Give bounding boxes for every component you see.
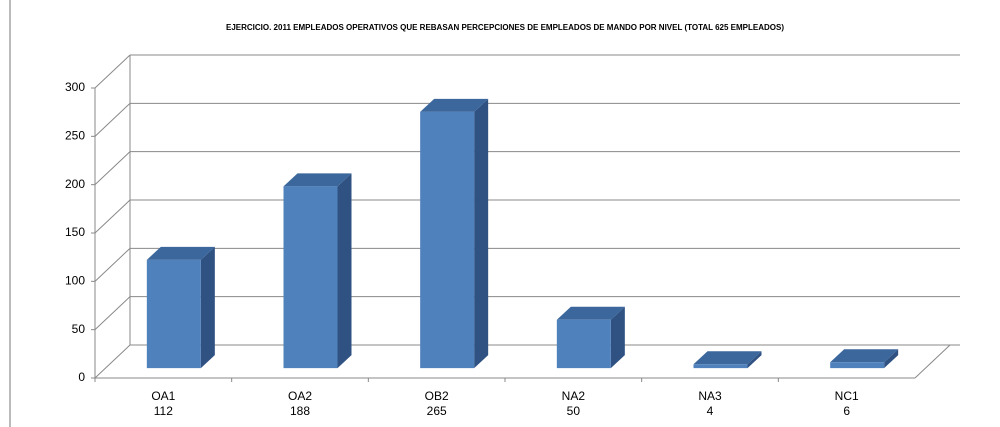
value-label: 188	[290, 404, 310, 418]
value-label: 112	[154, 404, 173, 418]
grid-line	[94, 54, 131, 89]
bar	[556, 306, 625, 369]
bar-face	[420, 111, 475, 369]
bar-face	[830, 362, 885, 369]
grid-line	[94, 296, 131, 331]
value-label: 4	[707, 404, 714, 418]
x-tick-label: OA2	[288, 389, 312, 403]
y-tick-label: 100	[65, 274, 85, 288]
y-tick-label: 0	[78, 370, 85, 384]
y-tick-label: 250	[65, 129, 85, 143]
y-tick-label: 200	[65, 177, 85, 191]
x-tick-label: NA3	[698, 389, 722, 403]
y-tick-label: 50	[72, 322, 86, 336]
bar-face	[693, 351, 762, 365]
x-tick-label: OB2	[425, 389, 449, 403]
bar-face	[556, 319, 611, 369]
y-tick-label: 150	[65, 225, 85, 239]
x-tick-label: NC1	[835, 389, 859, 403]
bar-face	[283, 173, 352, 187]
bar-face	[420, 98, 489, 112]
grid-line	[94, 151, 131, 186]
bar-face	[283, 186, 338, 369]
bar-face	[200, 246, 215, 369]
floor-edge	[914, 344, 951, 379]
bar	[420, 98, 489, 369]
grid-line	[94, 199, 131, 234]
bar	[146, 246, 215, 369]
chart-title: EJERCICIO. 2011 EMPLEADOS OPERATIVOS QUE…	[226, 23, 784, 32]
bar-face	[693, 364, 748, 369]
grid-line	[94, 344, 131, 379]
bar-face	[146, 259, 201, 369]
bar	[693, 351, 762, 369]
bar-face	[556, 306, 625, 320]
bar	[830, 349, 899, 369]
bar-face	[474, 98, 489, 369]
x-tick-label: NA2	[562, 389, 586, 403]
value-label: 6	[843, 404, 850, 418]
grid-line	[94, 247, 131, 282]
bar-face	[610, 306, 625, 369]
value-label: 50	[567, 404, 581, 418]
value-label: 265	[427, 404, 447, 418]
bar-face	[830, 349, 899, 363]
bar-face	[747, 351, 762, 369]
grid-line	[94, 102, 131, 137]
bar-face	[337, 173, 352, 369]
bar-face	[884, 349, 899, 369]
y-tick-label: 300	[65, 80, 85, 94]
bar-face	[146, 246, 215, 260]
x-tick-label: OA1	[151, 389, 175, 403]
bar	[283, 173, 352, 369]
